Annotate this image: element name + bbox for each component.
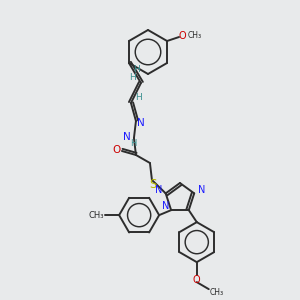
Text: H: H — [136, 92, 142, 101]
Text: CH₃: CH₃ — [188, 32, 202, 40]
Text: O: O — [193, 275, 201, 285]
Text: H: H — [130, 73, 136, 82]
Text: H: H — [130, 139, 136, 148]
Text: N: N — [137, 118, 145, 128]
Text: N: N — [123, 132, 131, 142]
Text: CH₃: CH₃ — [88, 211, 104, 220]
Text: H: H — [134, 64, 140, 74]
Text: O: O — [113, 145, 121, 155]
Text: O: O — [178, 31, 186, 41]
Text: N: N — [197, 185, 205, 195]
Text: CH₃: CH₃ — [210, 288, 224, 297]
Text: N: N — [155, 185, 162, 195]
Text: S: S — [149, 178, 157, 190]
Text: N: N — [162, 201, 170, 211]
